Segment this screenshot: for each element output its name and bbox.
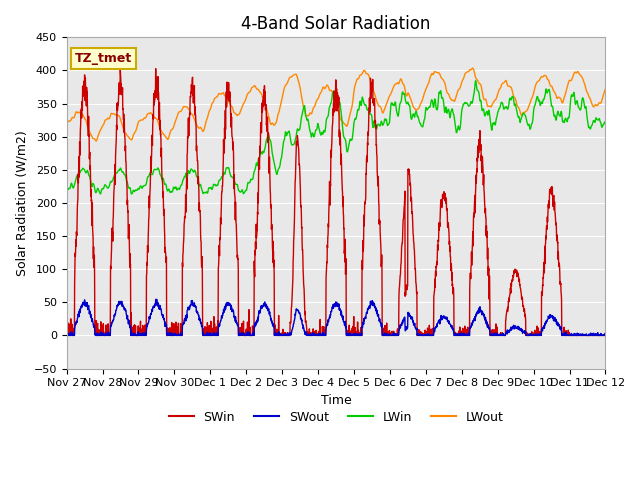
LWout — [351, 81, 359, 87]
SWout — [214, 330, 221, 336]
SWout — [569, 333, 577, 338]
LWin — [364, 107, 371, 113]
LWout — [469, 65, 477, 71]
LWin — [97, 191, 104, 197]
LWout — [493, 94, 500, 100]
Legend: SWin, SWout, LWin, LWout: SWin, SWout, LWin, LWout — [164, 406, 509, 429]
SWin — [364, 157, 371, 163]
LWout — [569, 73, 577, 79]
Line: SWout: SWout — [67, 300, 605, 336]
SWin — [602, 333, 609, 338]
SWout — [352, 333, 360, 338]
X-axis label: Time: Time — [321, 394, 351, 407]
SWin — [152, 66, 159, 72]
SWin — [213, 333, 221, 338]
SWin — [493, 333, 500, 338]
LWin — [213, 182, 221, 188]
Y-axis label: Solar Radiation (W/m2): Solar Radiation (W/m2) — [15, 130, 28, 276]
SWin — [351, 333, 359, 338]
SWin — [554, 240, 562, 245]
LWin — [351, 116, 359, 122]
SWin — [569, 333, 577, 338]
Title: 4-Band Solar Radiation: 4-Band Solar Radiation — [241, 15, 431, 33]
SWout — [63, 332, 70, 338]
SWout — [364, 307, 371, 312]
Line: SWin: SWin — [67, 69, 605, 336]
LWin — [602, 120, 609, 125]
SWout — [63, 333, 71, 338]
LWout — [364, 71, 371, 77]
Line: LWin: LWin — [67, 81, 605, 194]
SWout — [554, 323, 562, 329]
LWout — [92, 138, 100, 144]
SWout — [602, 330, 609, 336]
LWin — [554, 108, 562, 114]
SWout — [153, 297, 161, 302]
LWout — [602, 86, 609, 92]
LWin — [569, 93, 577, 99]
LWin — [493, 115, 500, 120]
LWin — [63, 185, 70, 191]
SWin — [63, 333, 70, 338]
LWout — [554, 95, 562, 100]
LWout — [63, 121, 70, 127]
Text: TZ_tmet: TZ_tmet — [75, 52, 132, 65]
LWout — [213, 94, 221, 100]
LWin — [472, 78, 479, 84]
SWout — [493, 332, 500, 337]
Line: LWout: LWout — [67, 68, 605, 141]
